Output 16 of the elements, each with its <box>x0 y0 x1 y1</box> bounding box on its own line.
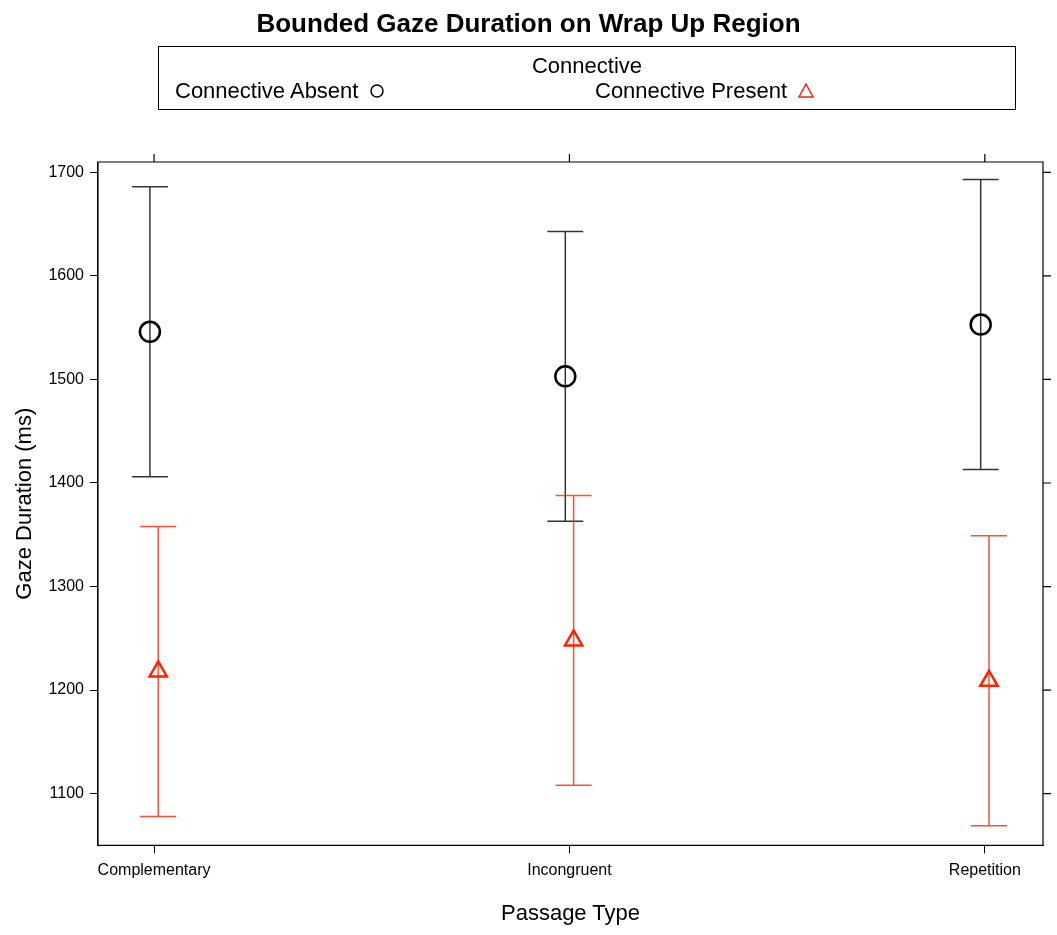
y-tick-label: 1300 <box>48 576 85 594</box>
x-tick-label: Incongruent <box>527 861 613 879</box>
x-axis-title: Passage Type <box>500 899 641 925</box>
y-tick-label: 1500 <box>48 369 85 387</box>
y-tick-label: 1700 <box>48 162 85 180</box>
legend-title: Connective <box>530 53 644 79</box>
y-tick-label: 1600 <box>48 266 85 284</box>
legend-label: Connective Present <box>595 78 787 103</box>
y-tick-label: 1200 <box>48 680 85 698</box>
chart-title: Bounded Gaze Duration on Wrap Up Region <box>255 8 802 39</box>
x-tick-label: Repetition <box>948 861 1021 879</box>
legend-label: Connective Absent <box>175 78 359 103</box>
x-tick-label: Complementary <box>97 861 211 879</box>
y-axis-title: Gaze Duration (ms) <box>11 407 37 600</box>
y-tick-label: 1100 <box>49 784 85 802</box>
y-tick-label: 1400 <box>48 473 85 491</box>
